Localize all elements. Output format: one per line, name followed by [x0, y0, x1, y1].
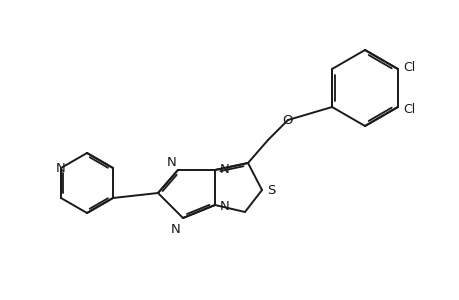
Text: N: N: [167, 156, 177, 169]
Text: N: N: [219, 163, 229, 176]
Text: N: N: [219, 200, 229, 212]
Text: O: O: [282, 113, 293, 127]
Text: Cl: Cl: [402, 103, 414, 116]
Text: N: N: [171, 223, 180, 236]
Text: Cl: Cl: [402, 61, 414, 74]
Text: N: N: [56, 161, 66, 175]
Text: S: S: [266, 184, 275, 196]
